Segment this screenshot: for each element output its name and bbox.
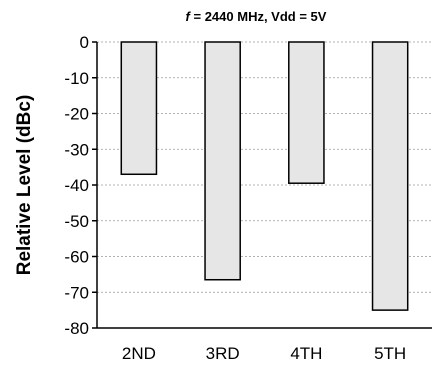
y-tick-label: -60	[64, 248, 89, 267]
y-tick-label: -50	[64, 212, 89, 231]
x-category-label: 2ND	[122, 344, 156, 363]
y-axis-label: Relative Level (dBc)	[14, 95, 35, 276]
y-tick-label: 0	[80, 33, 89, 52]
y-tick-label: -80	[64, 319, 89, 338]
y-tick-label: -70	[64, 283, 89, 302]
bars	[120, 41, 409, 311]
x-category-label: 4TH	[290, 344, 322, 363]
y-tick-label: -30	[64, 140, 89, 159]
x-category-labels: 2ND 3RD 4TH 5TH	[122, 344, 406, 363]
y-tick-label: -10	[64, 69, 89, 88]
bar-5th	[371, 41, 409, 311]
x-category-label: 3RD	[206, 344, 240, 363]
y-tick-labels: 0 -10 -20 -30 -40 -50 -60 -70 -80	[64, 33, 89, 338]
x-category-label: 5TH	[374, 344, 406, 363]
bar-4th	[288, 41, 325, 184]
chart-title-rest: = 2440 MHz, Vdd = 5V	[190, 9, 327, 24]
axes	[92, 41, 432, 329]
chart-title-italic: f	[186, 9, 192, 24]
bar-3rd	[204, 41, 241, 281]
bar-2nd	[120, 41, 158, 176]
chart-title: f = 2440 MHz, Vdd = 5V	[186, 9, 327, 24]
y-tick-label: -40	[64, 176, 89, 195]
y-tick-label: -20	[64, 105, 89, 124]
